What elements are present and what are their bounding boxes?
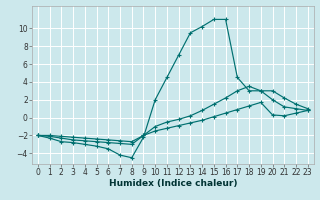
X-axis label: Humidex (Indice chaleur): Humidex (Indice chaleur) — [108, 179, 237, 188]
